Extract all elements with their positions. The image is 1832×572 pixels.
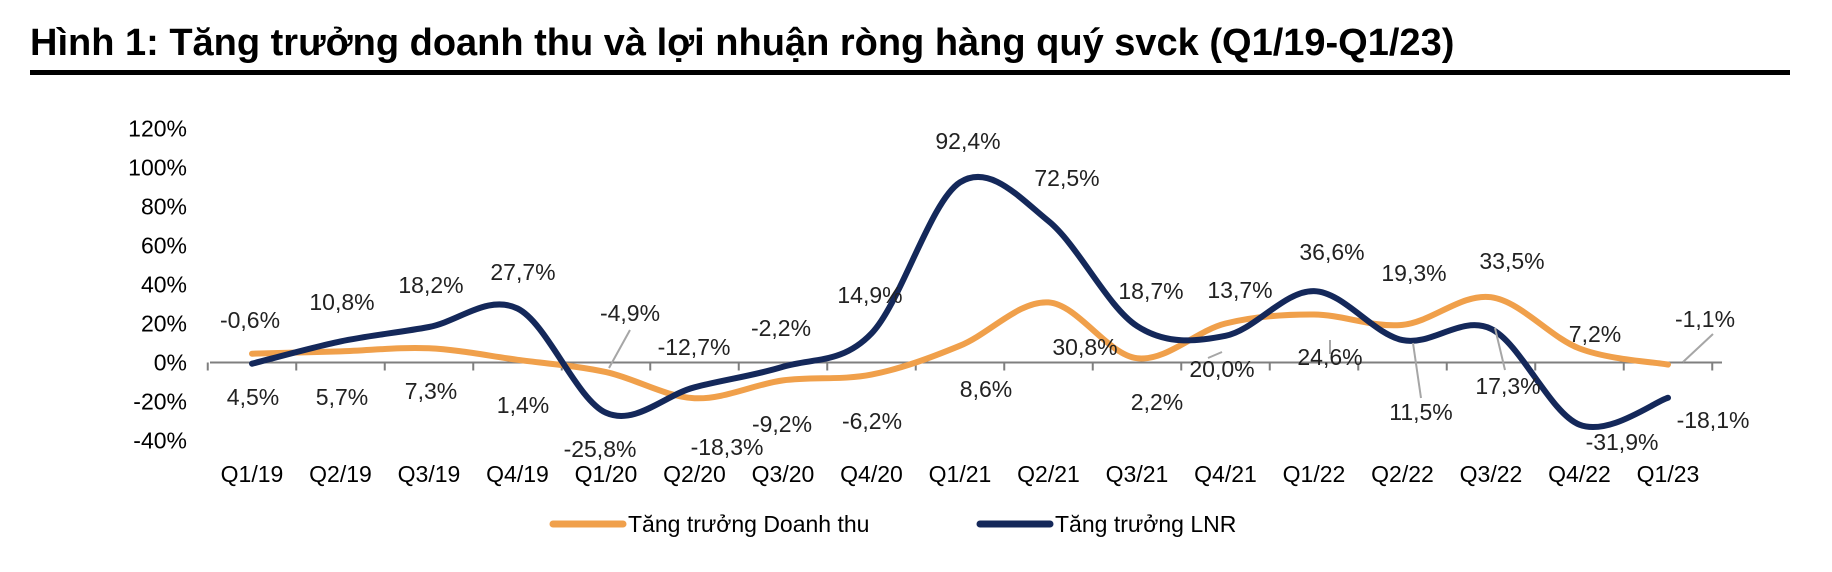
x-tick-label: Q2/22: [1371, 461, 1434, 487]
data-label-revenue-growth: -1,1%: [1675, 306, 1735, 332]
y-tick-label: 40%: [141, 272, 187, 298]
x-tick-label: Q4/22: [1548, 461, 1611, 487]
x-tick-label: Q2/19: [309, 461, 372, 487]
data-label-revenue-growth: 33,5%: [1479, 248, 1544, 274]
data-label-revenue-growth: 7,3%: [405, 378, 457, 404]
legend-label-net-profit-growth: Tăng trưởng LNR: [1055, 511, 1236, 537]
title-rule: [30, 70, 1790, 75]
data-label-net-profit-growth: -12,7%: [658, 334, 731, 360]
y-tick-label: 120%: [128, 116, 187, 142]
x-tick-label: Q2/20: [663, 461, 726, 487]
data-label-net-profit-growth: 13,7%: [1207, 277, 1272, 303]
data-label-net-profit-growth: 17,3%: [1475, 373, 1540, 399]
y-tick-label: 20%: [141, 311, 187, 337]
data-label-revenue-growth: 24,6%: [1297, 344, 1362, 370]
data-label-revenue-growth: 2,2%: [1131, 389, 1183, 415]
x-tick-label: Q4/19: [486, 461, 549, 487]
leader-lines: [608, 327, 1714, 399]
data-label-revenue-growth: 20,0%: [1189, 356, 1254, 382]
y-tick-label: -20%: [133, 389, 187, 415]
data-label-net-profit-growth: -25,8%: [564, 436, 637, 462]
y-tick-label: -40%: [133, 428, 187, 454]
data-label-revenue-growth: 4,5%: [227, 384, 279, 410]
data-label-net-profit-growth: 14,9%: [837, 282, 902, 308]
y-tick-label: 80%: [141, 194, 187, 220]
data-label-net-profit-growth: 11,5%: [1389, 399, 1453, 425]
data-label-net-profit-growth: 72,5%: [1034, 165, 1099, 191]
data-label-net-profit-growth: -18,1%: [1677, 407, 1750, 433]
data-label-revenue-growth: 30,8%: [1052, 334, 1117, 360]
data-label-net-profit-growth: -2,2%: [751, 315, 811, 341]
y-tick-label: 60%: [141, 233, 187, 259]
figure-title: Hình 1: Tăng trưởng doanh thu và lợi nhu…: [30, 22, 1455, 64]
data-label-revenue-growth: 1,4%: [497, 392, 549, 418]
x-tick-label: Q1/22: [1283, 461, 1346, 487]
data-label-net-profit-growth: 92,4%: [935, 128, 1000, 154]
data-label-revenue-growth: 8,6%: [960, 376, 1012, 402]
leader-line: [1412, 342, 1422, 399]
series-line-net-profit-growth: [249, 173, 1671, 430]
x-tick-label: Q4/21: [1194, 461, 1257, 487]
x-tick-label: Q1/20: [575, 461, 638, 487]
data-label-revenue-growth: 7,2%: [1569, 321, 1621, 347]
x-tick-label: Q3/21: [1106, 461, 1169, 487]
x-tick-label: Q3/20: [752, 461, 815, 487]
y-tick-label: 0%: [154, 350, 187, 376]
leader-line: [608, 329, 631, 369]
series-line-revenue-growth: [249, 293, 1671, 402]
data-label-revenue-growth: -9,2%: [752, 411, 812, 437]
data-label-net-profit-growth: 18,2%: [398, 272, 463, 298]
legend-label-revenue-growth: Tăng trưởng Doanh thu: [628, 511, 869, 537]
x-tick-label: Q3/19: [398, 461, 461, 487]
data-label-revenue-growth: -4,9%: [600, 300, 660, 326]
data-label-net-profit-growth: 36,6%: [1299, 239, 1364, 265]
x-tick-label: Q1/21: [929, 461, 992, 487]
axis-layer: 120% 100% 80% 60% 40% 20% 0% -20% -40% Q1/19 Q2/19…: [128, 116, 1722, 487]
x-tick-label: Q2/21: [1017, 461, 1080, 487]
series-lines: [249, 173, 1671, 430]
data-label-revenue-growth: -18,3%: [691, 434, 764, 460]
x-tick-label: Q3/22: [1460, 461, 1523, 487]
data-labels: 4,5% 5,7% 7,3% 1,4% -4,9% -18,3%-9,2% -6,2% 8,6…: [220, 128, 1749, 462]
leader-line: [1494, 327, 1506, 371]
leader-line: [1207, 351, 1223, 359]
data-label-net-profit-growth: 10,8%: [309, 289, 374, 315]
data-label-net-profit-growth: 18,7%: [1118, 278, 1183, 304]
data-label-revenue-growth: 5,7%: [316, 384, 368, 410]
legend: Tăng trưởng Doanh thu Tăng trưởng LNR: [549, 511, 1236, 537]
data-label-net-profit-growth: -31,9%: [1586, 429, 1659, 455]
y-tick-label: 100%: [128, 155, 187, 181]
data-label-net-profit-growth: 27,7%: [490, 259, 555, 285]
x-tick-label: Q1/19: [221, 461, 284, 487]
x-tick-label: Q1/23: [1637, 461, 1700, 487]
data-label-revenue-growth: -6,2%: [842, 408, 902, 434]
leader-line: [1682, 333, 1714, 363]
x-tick-label: Q4/20: [840, 461, 903, 487]
data-label-net-profit-growth: -0,6%: [220, 307, 280, 333]
data-label-revenue-growth: 19,3%: [1381, 260, 1446, 286]
